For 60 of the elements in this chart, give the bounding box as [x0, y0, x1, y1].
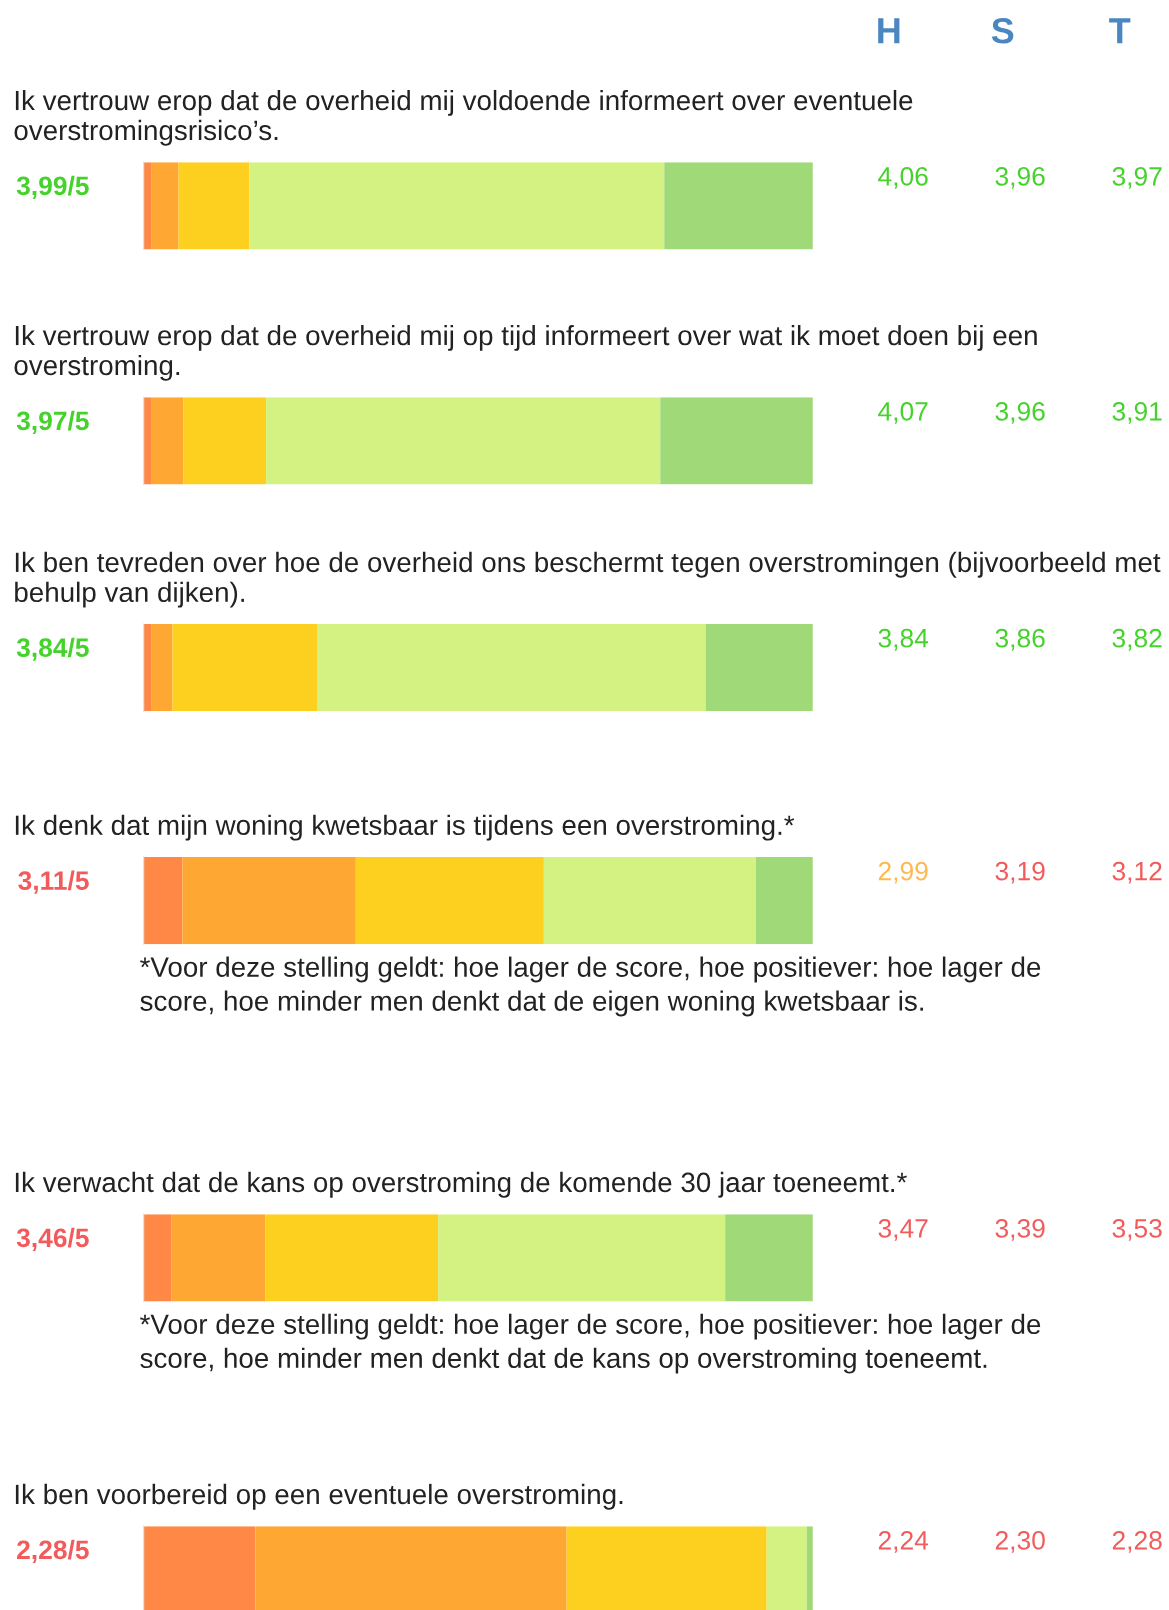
- text: T: [1109, 18, 1131, 44]
- bar: [143, 162, 152, 250]
- text: 3,96: [995, 402, 1045, 424]
- text: S: [991, 17, 1014, 44]
- bar: [182, 856, 356, 945]
- y-tick-label: 3,11/5: [18, 870, 89, 894]
- annotation: *Voor deze stelling geldt: hoe lager de score, hoe positiever: hoe lager de score, hoe minder men denkt dat de eigen woning kwetsbaar is.: [140, 956, 1041, 1017]
- bar: [755, 856, 813, 945]
- text: 3,12: [1112, 861, 1162, 884]
- y-tick-label: 3,46/5: [16, 1227, 89, 1251]
- text: 3,19: [995, 861, 1045, 884]
- chart-title: Ik ben voorbereid op een eventuele overstroming.: [15, 1483, 623, 1510]
- text: 3,97: [1112, 166, 1162, 189]
- text: 2,28: [1112, 1530, 1162, 1553]
- text: 2,30: [995, 1530, 1045, 1553]
- text: 3,47: [878, 1218, 928, 1241]
- text: 3,86: [995, 628, 1045, 651]
- chart-title: Ik denk dat mijn woning kwetsbaar is tijdens een overstroming.*: [15, 814, 795, 841]
- bar: [151, 162, 179, 250]
- text: 4,07: [878, 402, 928, 424]
- bar: [725, 1214, 813, 1302]
- chart-title: Ik verwacht dat de kans op overstroming de komende 30 jaar toeneemt.*: [15, 1171, 907, 1198]
- bar: [705, 624, 813, 712]
- bar: [438, 1214, 726, 1302]
- bar: [183, 397, 267, 485]
- text: 3,39: [995, 1218, 1045, 1241]
- bar: [143, 624, 152, 712]
- bar: [265, 1214, 439, 1302]
- bar: [151, 624, 173, 712]
- text: 2,24: [878, 1530, 929, 1553]
- annotation: *Voor deze stelling geldt: hoe lager de score, hoe positiever: hoe lager de score, hoe minder men denkt dat de kans op overstroming toeneemt.: [140, 1313, 1041, 1374]
- text: 3,84: [878, 628, 929, 651]
- bar: [172, 624, 317, 712]
- bar: [543, 856, 756, 945]
- bar: [143, 1214, 172, 1302]
- bar: [178, 162, 250, 250]
- text: 3,91: [1112, 402, 1162, 424]
- text: 2,99: [878, 861, 928, 884]
- chart-title: Ik ben tevreden over hoe de overheid ons beschermt tegen overstromingen (bijvoorbeeld met behulp van dijken).: [15, 551, 1161, 608]
- bar: [355, 856, 544, 945]
- bar: [266, 397, 661, 485]
- chart-title: Ik vertrouw erop dat de overheid mij op tijd informeert over wat ik moet doen bij een overstroming.: [14, 324, 1037, 381]
- bar: [143, 397, 152, 485]
- y-tick-label: 3,97/5: [16, 410, 89, 435]
- text: 3,96: [995, 166, 1045, 189]
- y-tick-label: 3,84/5: [16, 637, 89, 661]
- bar: [664, 162, 813, 250]
- y-tick-label: 3,99/5: [16, 175, 89, 199]
- bar: [317, 624, 706, 712]
- bar: [660, 397, 813, 485]
- text: 4,06: [878, 166, 928, 189]
- text: H: [878, 18, 900, 44]
- y-tick-label: 2,28/5: [17, 1539, 89, 1563]
- bar: [143, 856, 183, 945]
- bar: [171, 1214, 266, 1302]
- text: 3,82: [1112, 628, 1162, 651]
- bar: [249, 162, 665, 250]
- chart-title: Ik vertrouw erop dat de overheid mij voldoende informeert over eventuele overstromingsrisico’s.: [14, 89, 913, 146]
- text: 3,53: [1112, 1218, 1162, 1241]
- bar: [151, 397, 184, 485]
